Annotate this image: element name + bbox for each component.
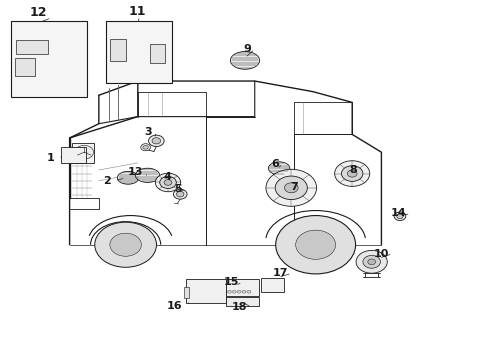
Bar: [61, 147, 86, 163]
Bar: [11, 21, 87, 97]
Circle shape: [266, 169, 317, 206]
Text: 11: 11: [129, 5, 147, 18]
Circle shape: [130, 50, 143, 59]
Circle shape: [160, 176, 176, 189]
Bar: [184, 287, 189, 298]
Circle shape: [141, 144, 150, 151]
Circle shape: [232, 290, 236, 293]
Bar: [225, 279, 259, 296]
Circle shape: [152, 138, 161, 144]
Circle shape: [237, 290, 241, 293]
Text: 2: 2: [103, 176, 111, 186]
Text: 3: 3: [145, 127, 152, 136]
Bar: [72, 143, 94, 163]
Text: 9: 9: [243, 44, 251, 54]
Circle shape: [227, 290, 231, 293]
Text: 13: 13: [127, 167, 143, 177]
Circle shape: [356, 251, 387, 273]
Bar: [106, 21, 172, 83]
Circle shape: [363, 255, 380, 268]
Text: 17: 17: [272, 268, 288, 278]
Ellipse shape: [135, 168, 160, 183]
Circle shape: [173, 189, 187, 199]
Circle shape: [295, 230, 336, 259]
Circle shape: [75, 145, 94, 159]
Circle shape: [335, 161, 370, 186]
Circle shape: [124, 46, 148, 63]
Ellipse shape: [269, 162, 290, 175]
Text: 12: 12: [29, 6, 47, 19]
Ellipse shape: [48, 64, 72, 79]
Circle shape: [61, 42, 69, 48]
Text: 18: 18: [232, 302, 247, 312]
Circle shape: [397, 214, 403, 219]
Text: 5: 5: [174, 184, 182, 194]
Circle shape: [95, 222, 156, 267]
Text: 14: 14: [391, 208, 407, 219]
Bar: [186, 279, 225, 303]
Text: 10: 10: [373, 249, 389, 258]
Text: 8: 8: [349, 165, 357, 175]
Circle shape: [242, 290, 246, 293]
Circle shape: [342, 166, 363, 181]
Circle shape: [347, 170, 357, 177]
Circle shape: [285, 183, 298, 193]
Circle shape: [394, 212, 406, 221]
Bar: [16, 40, 48, 54]
Circle shape: [143, 145, 148, 149]
Bar: [225, 297, 259, 306]
Circle shape: [176, 192, 184, 197]
Text: 6: 6: [271, 159, 279, 168]
Bar: [110, 39, 125, 62]
Ellipse shape: [230, 51, 260, 69]
Circle shape: [148, 135, 164, 147]
Text: 1: 1: [46, 153, 54, 163]
Text: 15: 15: [223, 277, 239, 287]
Bar: [150, 44, 165, 63]
Ellipse shape: [117, 171, 139, 184]
Circle shape: [275, 176, 307, 199]
Circle shape: [276, 216, 356, 274]
Circle shape: [368, 259, 375, 265]
Text: 16: 16: [167, 301, 183, 311]
Bar: [261, 278, 284, 292]
Circle shape: [57, 40, 72, 51]
Circle shape: [247, 290, 251, 293]
Bar: [15, 58, 35, 76]
Circle shape: [155, 173, 181, 192]
Circle shape: [110, 233, 142, 256]
Ellipse shape: [67, 149, 85, 162]
Circle shape: [164, 180, 172, 185]
Text: 4: 4: [163, 172, 171, 182]
Text: 7: 7: [290, 182, 297, 192]
